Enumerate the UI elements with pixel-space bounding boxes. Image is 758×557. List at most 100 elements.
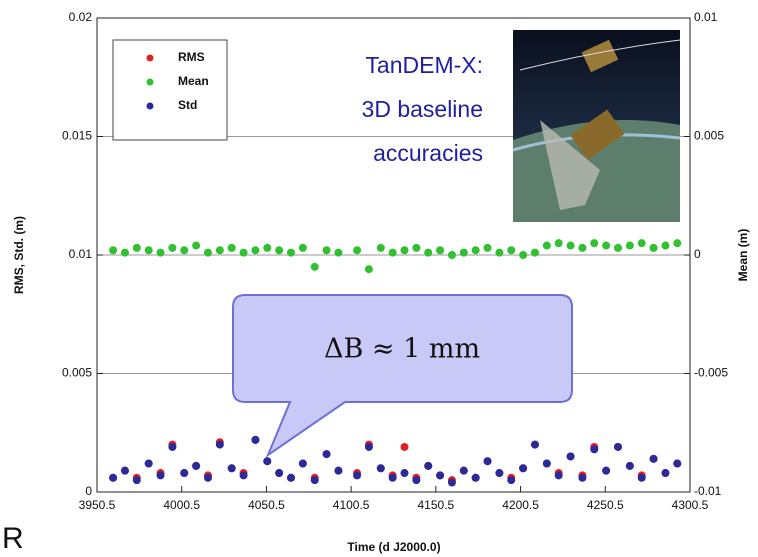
x-tick-label: 4300.5 <box>672 498 709 512</box>
point <box>120 466 129 475</box>
point <box>602 466 611 475</box>
point <box>298 459 307 468</box>
point <box>459 248 468 257</box>
point <box>132 243 141 252</box>
point <box>203 473 212 482</box>
point <box>412 476 421 485</box>
x-axis-label: Time (d J2000.0) <box>347 540 440 554</box>
callout <box>232 294 573 458</box>
point <box>251 435 260 444</box>
point <box>590 239 599 248</box>
point <box>613 442 622 451</box>
point <box>109 246 118 255</box>
y-tick-label: 0 <box>85 484 92 498</box>
point <box>239 248 248 257</box>
legend-marker <box>146 102 154 110</box>
point <box>637 239 646 248</box>
point <box>286 248 295 257</box>
y2-axis-label: Mean (m) <box>736 229 750 282</box>
point <box>566 452 575 461</box>
legend-marker <box>146 78 154 86</box>
point <box>263 243 272 252</box>
point <box>578 473 587 482</box>
point <box>400 246 409 255</box>
point <box>625 461 634 470</box>
point <box>673 239 682 248</box>
point <box>424 461 433 470</box>
legend: RMS Mean Std <box>112 39 228 141</box>
point <box>649 454 658 463</box>
y2-tick-label: 0.005 <box>694 129 724 143</box>
point <box>310 476 319 485</box>
point <box>495 469 504 478</box>
point <box>227 243 236 252</box>
y-tick-label: 0.01 <box>69 247 93 261</box>
point <box>251 246 260 255</box>
point <box>180 469 189 478</box>
point <box>192 241 201 250</box>
point <box>192 461 201 470</box>
annotation: accuracies <box>373 140 483 166</box>
point <box>144 459 153 468</box>
point <box>180 246 189 255</box>
point <box>412 243 421 252</box>
x-tick-label: 4200.5 <box>502 498 539 512</box>
point <box>275 246 284 255</box>
y-tick-label: 0.015 <box>62 129 92 143</box>
point <box>613 243 622 252</box>
point <box>530 440 539 449</box>
y2-tick-label: -0.005 <box>694 366 728 380</box>
annotation: 3D baseline <box>362 96 483 122</box>
annotation: R <box>2 522 24 555</box>
point <box>298 243 307 252</box>
point <box>625 241 634 250</box>
point <box>400 442 409 451</box>
point <box>400 469 409 478</box>
x-tick-label: 4250.5 <box>587 498 624 512</box>
point <box>156 471 165 480</box>
point <box>322 246 331 255</box>
x-tick-label: 4100.5 <box>333 498 370 512</box>
point <box>239 471 248 480</box>
point <box>471 246 480 255</box>
y-tick-label: 0.02 <box>69 10 93 24</box>
point <box>144 246 153 255</box>
point <box>322 450 331 459</box>
point <box>364 442 373 451</box>
point <box>310 262 319 271</box>
point <box>519 464 528 473</box>
point <box>168 243 177 252</box>
point <box>507 476 516 485</box>
callout-text: ΔB ≈ 1 mm <box>324 334 480 365</box>
point <box>334 466 343 475</box>
point <box>436 246 445 255</box>
y2-tick-label: -0.01 <box>694 484 722 498</box>
legend-label: RMS <box>178 50 205 64</box>
point <box>554 471 563 480</box>
point <box>649 243 658 252</box>
point <box>578 243 587 252</box>
x-tick-label: 3950.5 <box>79 498 116 512</box>
point <box>554 239 563 248</box>
point <box>602 241 611 250</box>
point <box>436 471 445 480</box>
point <box>661 241 670 250</box>
point <box>459 466 468 475</box>
legend-label: Std <box>178 98 197 112</box>
point <box>507 246 516 255</box>
point <box>471 473 480 482</box>
point <box>519 251 528 259</box>
legend-label: Mean <box>178 74 209 88</box>
point <box>447 478 456 487</box>
point <box>203 248 212 257</box>
point <box>109 473 118 482</box>
point <box>673 459 682 468</box>
y2-tick-label: 0 <box>694 247 701 261</box>
point <box>590 445 599 454</box>
point <box>447 251 456 259</box>
point <box>120 248 129 257</box>
point <box>156 248 165 257</box>
point <box>353 246 362 255</box>
point <box>542 459 551 468</box>
